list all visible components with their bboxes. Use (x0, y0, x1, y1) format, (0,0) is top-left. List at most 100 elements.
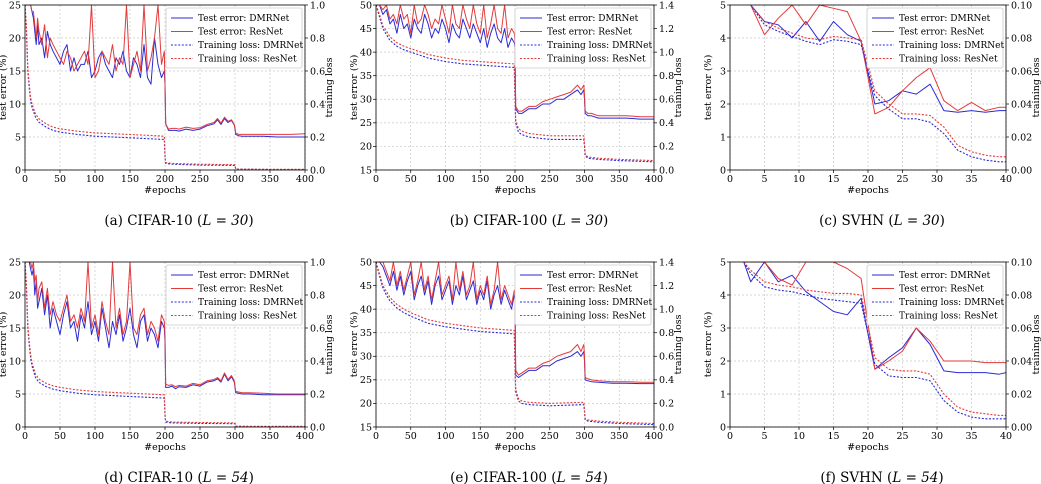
x-axis-label: #epochs (144, 185, 186, 196)
legend-box (165, 7, 303, 69)
x-axis-label: #epochs (494, 185, 536, 196)
legend-label: Test error: DMRNet (198, 271, 290, 281)
y2-tick-label: 0.4 (659, 375, 674, 386)
x-tick-label: 350 (261, 431, 279, 442)
series-line-training-loss-resnet (25, 5, 305, 170)
y2-tick-label: 1.2 (659, 281, 674, 292)
legend-label: Training loss: ResNet (899, 312, 998, 322)
x-axis-label: #epochs (847, 185, 889, 196)
x-tick-label: 250 (191, 431, 209, 442)
chart-panel: 0 50 100 150 200 250 300 350 400 0 5 10 15 20 25 0.0 0.2… (0, 0, 335, 229)
series-line-test-error-dmrnet (376, 5, 654, 120)
x-tick-label: 35 (965, 174, 977, 185)
x-tick-label: 350 (261, 174, 279, 185)
legend: Test error: DMRNet Test error: ResNet Trai… (165, 264, 303, 326)
x-tick-label: 300 (226, 431, 244, 442)
y2-tick-label: 1.2 (659, 24, 674, 35)
series-line-training-loss-dmrnet (376, 5, 654, 163)
y-tick-label: 2 (720, 356, 726, 367)
series-line-training-loss-dmrnet (25, 262, 305, 427)
y2-tick-label: 1.0 (659, 47, 674, 58)
y-tick-label: 5 (720, 257, 726, 268)
x-axis-label: #epochs (144, 442, 186, 453)
y2-tick-label: 1.4 (659, 0, 674, 11)
series-line-training-loss-dmrnet (25, 5, 305, 170)
x-tick-label: 300 (226, 174, 244, 185)
panel-caption: (d) CIFAR-10 (L = 54) (104, 470, 254, 484)
y2-axis-label: training loss (1031, 57, 1041, 117)
panel-caption: (a) CIFAR-10 (L = 30) (104, 213, 253, 229)
panel-caption: (b) CIFAR-100 (L = 30) (450, 213, 608, 229)
legend-label: Training loss: ResNet (198, 55, 297, 65)
y-tick-label: 30 (360, 352, 372, 363)
y-tick-label: 20 (9, 33, 21, 44)
y2-axis-label: training loss (324, 314, 335, 374)
x-tick-label: 20 (862, 431, 874, 442)
x-tick-label: 10 (793, 174, 805, 185)
legend-label: Training loss: DMRNet (547, 41, 652, 51)
legend: Test error: DMRNet Test error: ResNet Trai… (866, 7, 1004, 69)
legend-label: Training loss: ResNet (547, 312, 646, 322)
y2-tick-label: 0.2 (659, 142, 674, 153)
x-tick-label: 0 (22, 174, 28, 185)
y-axis-label: test error (%) (0, 55, 9, 121)
y2-tick-label: 0.00 (1011, 422, 1032, 433)
y2-tick-label: 0.10 (1011, 257, 1032, 268)
x-tick-label: 300 (575, 174, 593, 185)
x-axis-label: #epochs (494, 442, 536, 453)
legend-label: Test error: DMRNet (899, 271, 991, 281)
x-tick-label: 250 (191, 174, 209, 185)
x-tick-label: 10 (793, 431, 805, 442)
y2-tick-label: 0.0 (659, 422, 674, 433)
y2-tick-label: 0.00 (1011, 165, 1032, 176)
legend-box (514, 264, 652, 326)
legend-label: Training loss: DMRNet (899, 298, 1004, 308)
y-tick-label: 20 (9, 290, 21, 301)
y-tick-label: 45 (360, 281, 372, 292)
series-line-test-error-resnet (743, 262, 1006, 370)
x-tick-label: 30 (931, 174, 943, 185)
y-tick-label: 40 (360, 304, 372, 315)
chart-panel: 0 50 100 150 200 250 300 350 400 0 5 10 15 20 25 0.0 0.2… (0, 257, 335, 484)
legend-label: Test error: DMRNet (198, 14, 290, 24)
y-tick-label: 5 (15, 132, 21, 143)
series-group (376, 262, 654, 426)
y-tick-label: 10 (9, 356, 21, 367)
x-tick-label: 400 (296, 174, 314, 185)
y-tick-label: 1 (720, 132, 726, 143)
y2-tick-label: 0.08 (1011, 33, 1032, 44)
legend-label: Training loss: ResNet (198, 312, 297, 322)
x-tick-label: 20 (862, 174, 874, 185)
y-tick-label: 5 (720, 0, 726, 11)
y2-tick-label: 0.4 (310, 356, 325, 367)
x-tick-label: 0 (727, 174, 733, 185)
legend: Test error: DMRNet Test error: ResNet Trai… (866, 264, 1004, 326)
y-tick-label: 15 (360, 165, 372, 176)
x-tick-label: 35 (965, 431, 977, 442)
x-tick-label: 40 (1000, 174, 1012, 185)
y2-tick-label: 0.8 (659, 71, 674, 82)
y2-tick-label: 0.10 (1011, 0, 1032, 11)
y-tick-label: 15 (360, 422, 372, 433)
legend-label: Training loss: DMRNet (547, 298, 652, 308)
y2-tick-label: 0.04 (1011, 356, 1032, 367)
legend-box (514, 7, 652, 69)
y2-tick-label: 0.2 (659, 399, 674, 410)
y2-tick-label: 0.6 (310, 323, 325, 334)
x-tick-label: 5 (761, 431, 767, 442)
y-axis-label: test error (%) (703, 312, 714, 378)
series-line-test-error-resnet (25, 262, 305, 395)
y-tick-label: 45 (360, 24, 372, 35)
y2-tick-label: 0.02 (1011, 132, 1032, 143)
y2-axis-label: training loss (673, 57, 684, 117)
y2-tick-label: 0.0 (310, 165, 325, 176)
x-tick-label: 350 (610, 174, 628, 185)
panel-caption: (c) SVHN (L = 30) (819, 213, 945, 229)
legend-label: Training loss: DMRNet (198, 298, 303, 308)
x-tick-label: 15 (827, 174, 839, 185)
x-tick-label: 100 (86, 174, 104, 185)
series-line-training-loss-resnet (376, 262, 654, 425)
legend-box (866, 264, 1004, 326)
x-tick-label: 150 (121, 174, 139, 185)
